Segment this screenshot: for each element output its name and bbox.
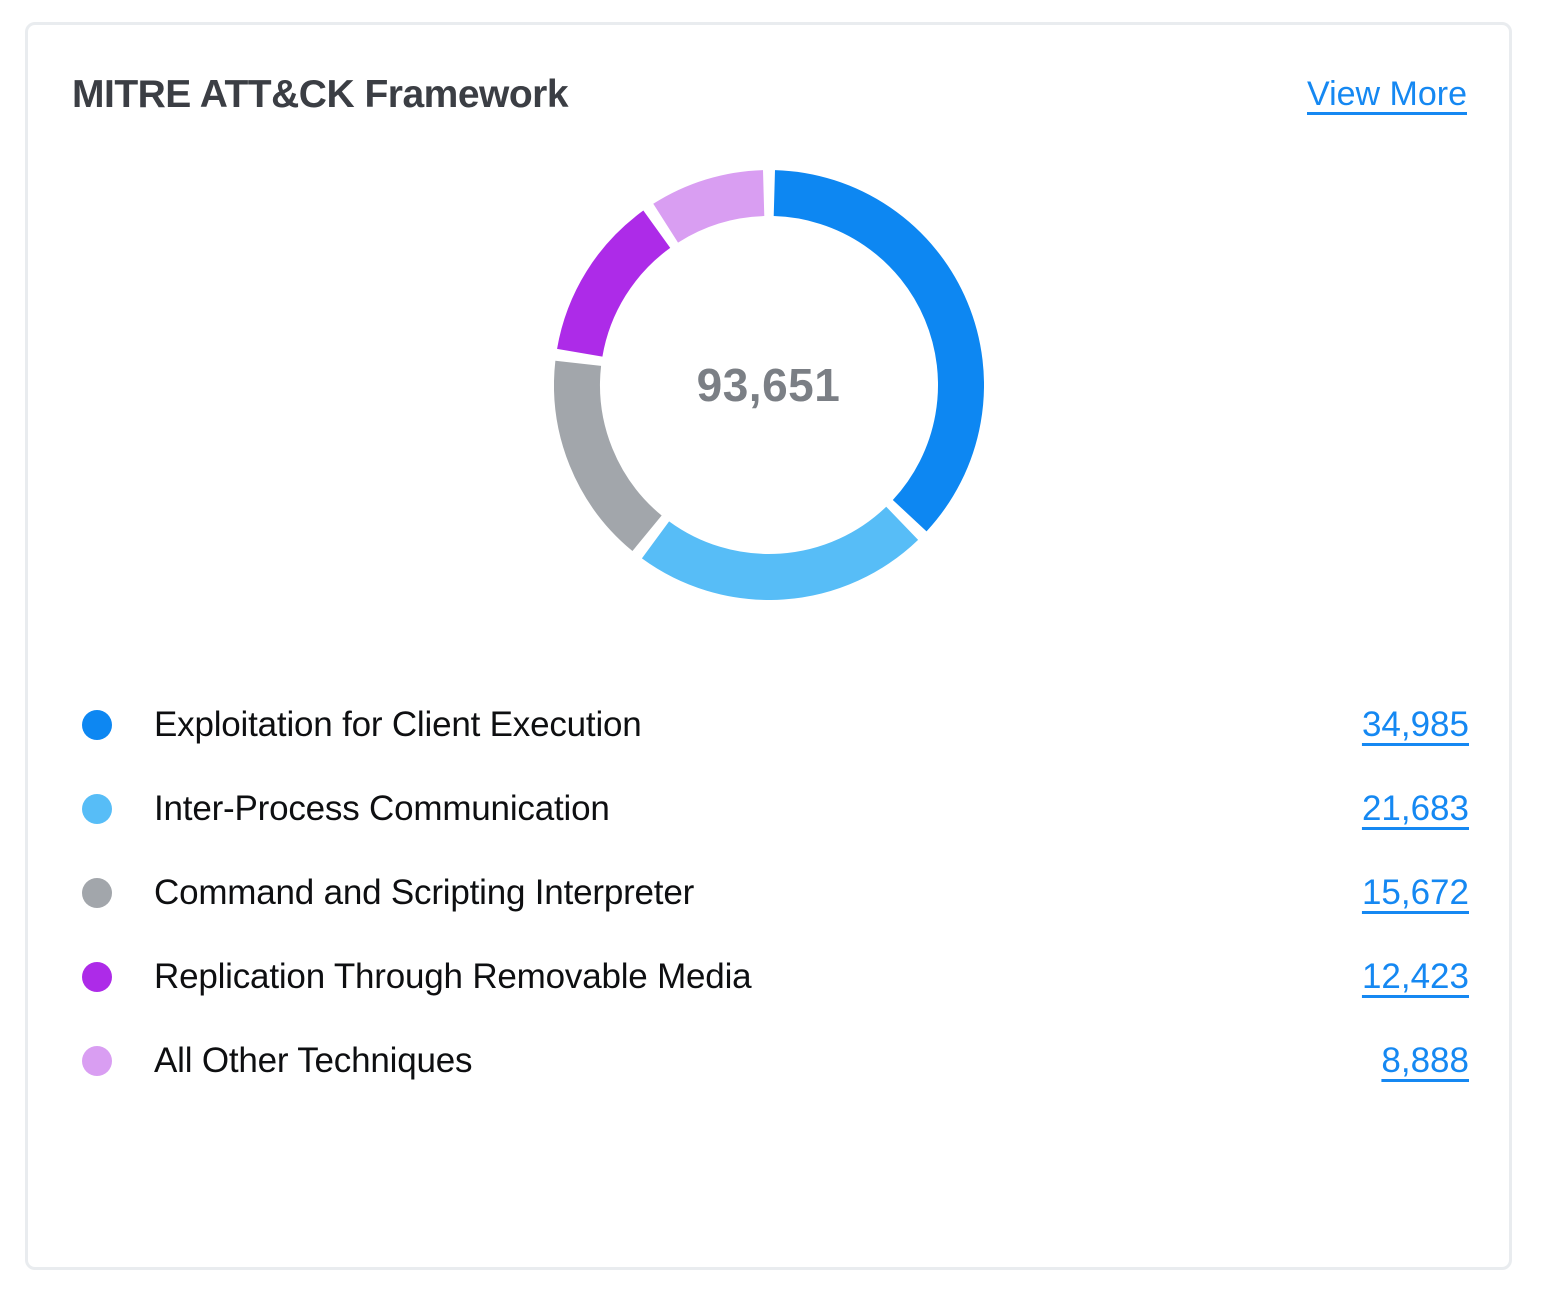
legend-value-link[interactable]: 34,985 bbox=[1361, 704, 1469, 744]
donut-segment[interactable] bbox=[556, 210, 671, 357]
legend-value-link[interactable]: 12,423 bbox=[1361, 956, 1469, 996]
legend-value-link[interactable]: 21,683 bbox=[1361, 788, 1469, 828]
donut-segment[interactable] bbox=[772, 169, 984, 532]
legend-label: Inter-Process Communication bbox=[154, 788, 610, 828]
legend-value-link[interactable]: 8,888 bbox=[1381, 1040, 1469, 1080]
legend-dot-icon bbox=[82, 961, 112, 992]
legend-row: All Other Techniques 8,888 bbox=[72, 1019, 1469, 1103]
legend-row: Command and Scripting Interpreter 15,672 bbox=[72, 851, 1469, 935]
legend-row: Replication Through Removable Media 12,4… bbox=[72, 935, 1469, 1019]
legend-dot-icon bbox=[82, 1045, 112, 1076]
legend-dot-icon bbox=[82, 709, 112, 740]
donut-segment[interactable] bbox=[641, 506, 918, 600]
mitre-attack-card: MITRE ATT&CK Framework View More 93,651 … bbox=[25, 22, 1512, 1270]
legend-row: Inter-Process Communication 21,683 bbox=[72, 767, 1469, 851]
legend-row: Exploitation for Client Execution 34,985 bbox=[72, 683, 1469, 767]
legend-label: Replication Through Removable Media bbox=[154, 956, 752, 996]
chart-legend: Exploitation for Client Execution 34,985… bbox=[28, 683, 1509, 1103]
card-header: MITRE ATT&CK Framework View More bbox=[28, 25, 1509, 118]
legend-label: Command and Scripting Interpreter bbox=[154, 872, 695, 912]
donut-chart-svg[interactable] bbox=[553, 169, 984, 600]
legend-dot-icon bbox=[82, 877, 112, 908]
page-title: MITRE ATT&CK Framework bbox=[72, 73, 569, 116]
legend-value-link[interactable]: 15,672 bbox=[1361, 872, 1469, 912]
donut-segment[interactable] bbox=[652, 169, 765, 243]
legend-dot-icon bbox=[82, 793, 112, 824]
legend-label: Exploitation for Client Execution bbox=[154, 704, 642, 744]
legend-label: All Other Techniques bbox=[154, 1040, 473, 1080]
donut-chart: 93,651 bbox=[553, 169, 984, 600]
donut-segment[interactable] bbox=[553, 360, 662, 551]
view-more-link[interactable]: View More bbox=[1307, 75, 1467, 113]
